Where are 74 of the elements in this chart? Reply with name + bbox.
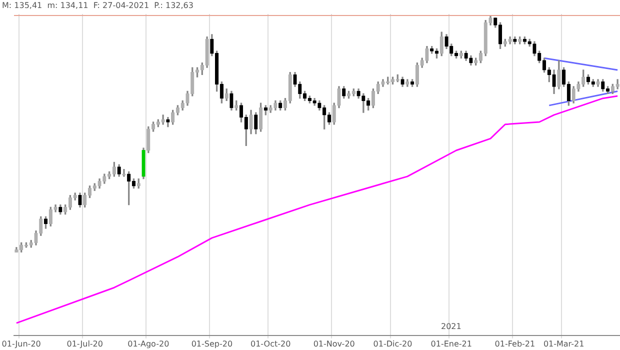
candlestick xyxy=(538,50,542,64)
candlestick xyxy=(44,216,48,229)
candlestick xyxy=(278,100,282,110)
candlestick xyxy=(552,70,556,94)
candlestick xyxy=(498,22,502,49)
candlestick xyxy=(205,36,209,68)
candlestick xyxy=(528,38,532,47)
candlestick xyxy=(557,60,561,90)
candlestick xyxy=(508,36,512,44)
candlestick xyxy=(254,112,258,134)
x-tick-label: 01-Ene-21 xyxy=(430,339,472,348)
candlestick xyxy=(34,230,38,246)
candlestick xyxy=(494,18,498,28)
candlestick xyxy=(337,86,341,108)
candlestick xyxy=(166,116,170,128)
x-tick-label: 01-Ago-20 xyxy=(128,339,170,348)
candlestick xyxy=(532,41,536,56)
candlestick xyxy=(48,206,52,226)
x-tick-label: 01-Sep-20 xyxy=(191,339,233,348)
candlestick xyxy=(102,174,106,184)
candlestick xyxy=(293,72,297,87)
x-tick-label: 01-Nov-20 xyxy=(313,339,355,348)
candlestick xyxy=(274,100,278,110)
candlestick xyxy=(547,67,551,82)
candlestick xyxy=(596,79,600,87)
candlestick xyxy=(78,192,82,208)
candlestick xyxy=(444,34,448,49)
x-tick-label: 01-Oct-20 xyxy=(250,339,291,348)
candlestick xyxy=(98,178,102,189)
candlestick xyxy=(610,84,614,94)
candlestick xyxy=(161,114,165,125)
candlestick xyxy=(572,86,576,104)
candlestick xyxy=(400,76,404,87)
candlestick xyxy=(186,90,190,106)
text: 2021 xyxy=(441,322,462,331)
candlestick xyxy=(54,204,58,212)
x-tick-label: 01-Jul-20 xyxy=(66,339,103,348)
candlestick xyxy=(200,62,204,76)
candlestick xyxy=(415,62,420,87)
candlestick xyxy=(122,168,126,177)
candlestick xyxy=(327,112,332,125)
candlestick xyxy=(488,15,492,26)
candlestick xyxy=(356,88,360,99)
text: M: 135,41 m: 134,11 F: 27-04-2021 P.: 132,63 xyxy=(2,1,194,10)
candlestick xyxy=(112,162,116,177)
candlestick xyxy=(381,79,385,87)
candlestick xyxy=(469,55,473,66)
candlestick xyxy=(366,98,370,110)
candlestick xyxy=(176,105,180,116)
candlestick xyxy=(230,90,234,110)
candlestick xyxy=(171,110,175,125)
candlestick xyxy=(268,105,272,113)
x-tick-label: 01-Dic-20 xyxy=(373,339,412,348)
candlestick xyxy=(332,102,336,125)
candlestick xyxy=(586,74,590,84)
x-tick-label: 01-Jun-20 xyxy=(2,339,41,348)
candlestick xyxy=(513,36,517,44)
candlestick xyxy=(142,148,146,180)
candlestick xyxy=(342,86,346,99)
candlestick xyxy=(542,58,546,73)
x-tick-label: 01-Feb-21 xyxy=(494,339,536,348)
candlestick xyxy=(312,98,316,106)
candlestick xyxy=(425,46,429,64)
candlestick xyxy=(503,38,507,47)
x-tick-label: 01-Mar-21 xyxy=(543,339,584,348)
candlestick xyxy=(249,110,253,134)
candlestick xyxy=(117,164,121,177)
candlestick xyxy=(39,216,43,236)
candlestick xyxy=(464,50,468,61)
candlestick xyxy=(576,81,580,92)
candlestick xyxy=(258,102,263,132)
candlestick xyxy=(58,204,62,215)
candlestick xyxy=(151,122,156,132)
candlestick xyxy=(616,79,620,90)
